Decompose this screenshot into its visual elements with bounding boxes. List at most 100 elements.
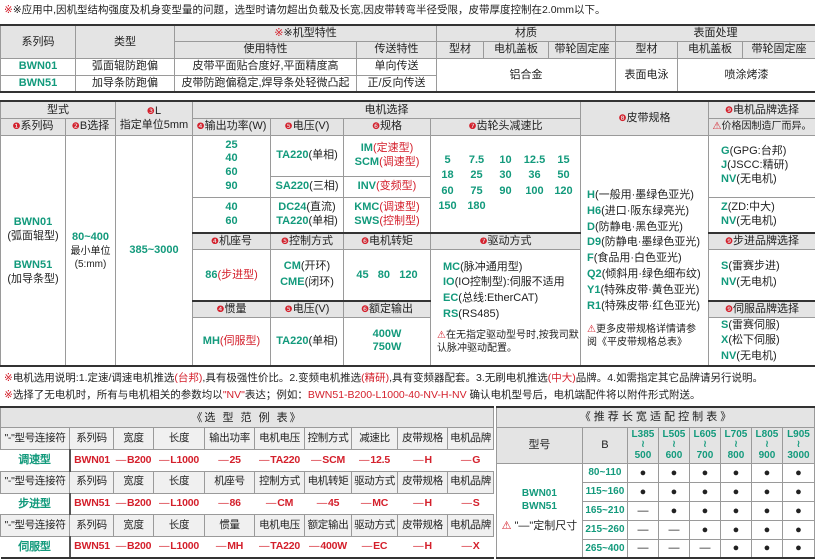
fit-dot: ● (782, 501, 814, 520)
note-text: 表达；例如： (245, 389, 308, 401)
option-code: H6 (587, 205, 601, 217)
note-text: ,具有变频器配套。3.无刷电机推选 (389, 372, 548, 384)
column-header: 长度 (154, 515, 205, 537)
option-code: EC (443, 292, 458, 304)
header-gear: ❼齿轮头减速比 (431, 118, 581, 135)
option-desc: (防静电·墨绿色亚光) (601, 236, 700, 248)
gear-ratio-value: 36 (522, 168, 548, 183)
note-text: 电机选用说明:1.定速/调速电机推选 (13, 372, 175, 384)
header-frame: ❹机座号 (193, 233, 271, 249)
option-desc: (闭环) (305, 276, 334, 288)
gear-ratio-value: 100 (522, 184, 548, 199)
note-text: (台邦) (174, 372, 202, 384)
list-item: IO(IO控制型):伺服不适用 (443, 275, 580, 291)
series-usage: 皮带平面贴合度好,平面精度高 (175, 58, 357, 75)
example-value: BWN51 (70, 537, 114, 559)
option-code: KMC (354, 201, 379, 213)
option-desc: (雷赛步进) (728, 260, 779, 272)
fit-dot: ● (658, 501, 689, 520)
header-material-profile: 型材 (437, 41, 484, 58)
option-desc: (无电机) (736, 350, 776, 362)
column-header: "-"型号连接符 (1, 428, 70, 450)
surface-profile-value: 表面电泳 (616, 58, 678, 92)
surface-other-value: 喷涂烤漆 (678, 58, 815, 92)
column-header: 电机品牌 (448, 428, 494, 450)
example-value: —L1000 (154, 537, 205, 559)
gear-ratio-value: 7.5 (464, 153, 490, 168)
spec-inv: INV(变频型) (344, 176, 431, 197)
header-length-range: L805≀900 (751, 427, 782, 463)
gear-ratio-value: 10 (493, 153, 519, 168)
option-desc: (总线:EtherCAT) (458, 292, 538, 304)
list-item: 40 (193, 201, 270, 215)
option-desc: (RS485) (458, 308, 499, 320)
example-value: —S (448, 493, 494, 515)
model-code: BWN01 (497, 487, 582, 500)
gear-ratio-value: 15 (551, 153, 577, 168)
series-type: 加导条防跑偏 (76, 75, 175, 92)
header-material-seat: 带轮固定座 (549, 41, 616, 58)
custom-dash: — (627, 539, 658, 558)
spec-ac-list: IM(定速型)SCM(调速型) (344, 135, 431, 176)
torque-values: 45 80 120 (344, 249, 431, 301)
header-servo-brand: ❾伺服品牌选择 (709, 301, 815, 317)
option-code: Z (721, 201, 728, 213)
column-header: 电机电压 (255, 428, 305, 450)
note-text: (精研) (361, 372, 389, 384)
list-item: EC(总线:EtherCAT) (443, 291, 580, 307)
example-table: 《选 型 范 例 表》"-"型号连接符系列码宽度长度输出功率电机电压控制方式减速… (0, 406, 494, 559)
header-step-brand: ❾步进品牌选择 (709, 233, 815, 249)
warning-icon: ⚠ (502, 520, 515, 532)
example-value: —H (398, 450, 448, 472)
value-text: BWN01 (74, 454, 110, 466)
header-spec: ❻规格 (344, 118, 431, 135)
column-header: 电机品牌 (448, 471, 494, 493)
value-text: H (424, 454, 431, 466)
header-model: 型号 (496, 427, 582, 463)
range-to-mark: ≀ (721, 440, 751, 451)
value-text: L1000 (170, 497, 199, 509)
gear-ratio-value: 5 (435, 153, 461, 168)
custom-dash: — (658, 520, 689, 539)
example-value: —EC (352, 537, 398, 559)
list-item: KMC(调速型) (344, 201, 430, 215)
custom-dash: — (689, 539, 720, 558)
column-header: 驱动方式 (352, 515, 398, 537)
option-code: SCM (355, 156, 379, 168)
note-text: 品牌。4.如需指定其它品牌请另行说明。 (576, 372, 763, 384)
fit-dot: ● (720, 501, 751, 520)
header-power: ❹输出功率(W) (193, 118, 271, 135)
fit-dot: ● (782, 539, 814, 558)
option-code: Y1 (587, 284, 600, 296)
example-value: —TA220 (255, 450, 305, 472)
separator: — (218, 497, 228, 509)
option-desc: (特殊皮带·红色亚光) (601, 300, 700, 312)
column-header: 电机转矩 (305, 471, 352, 493)
example-value: —45 (305, 493, 352, 515)
example-type-label: 伺服型 (1, 537, 70, 559)
note-text: 确认电机型号后，电机端配件将以附件形式附送。 (467, 389, 701, 401)
option-desc: (无电机) (736, 215, 776, 227)
column-header: 长度 (154, 471, 205, 493)
example-value: —CM (255, 493, 305, 515)
inertia-value: MH(伺服型) (193, 317, 271, 366)
fit-dot: ● (689, 482, 720, 501)
header-form: 型式 (1, 101, 116, 118)
fit-dot: ● (751, 463, 782, 482)
column-header: 机座号 (205, 471, 255, 493)
list-item: SCM(调速型) (344, 156, 430, 170)
option-desc: (GPG:台邦) (730, 145, 787, 157)
frame-value: 86(步进型) (193, 249, 271, 301)
header-material-cover: 电机盖板 (484, 41, 549, 58)
option-desc: (JSCC:精研) (727, 159, 788, 171)
column-header: 系列码 (70, 428, 114, 450)
fit-dot: ● (627, 463, 658, 482)
value-text: TA220 (270, 454, 300, 466)
voltage-ta: TA220(单相) (271, 135, 344, 176)
value-text: 25 (230, 454, 241, 466)
